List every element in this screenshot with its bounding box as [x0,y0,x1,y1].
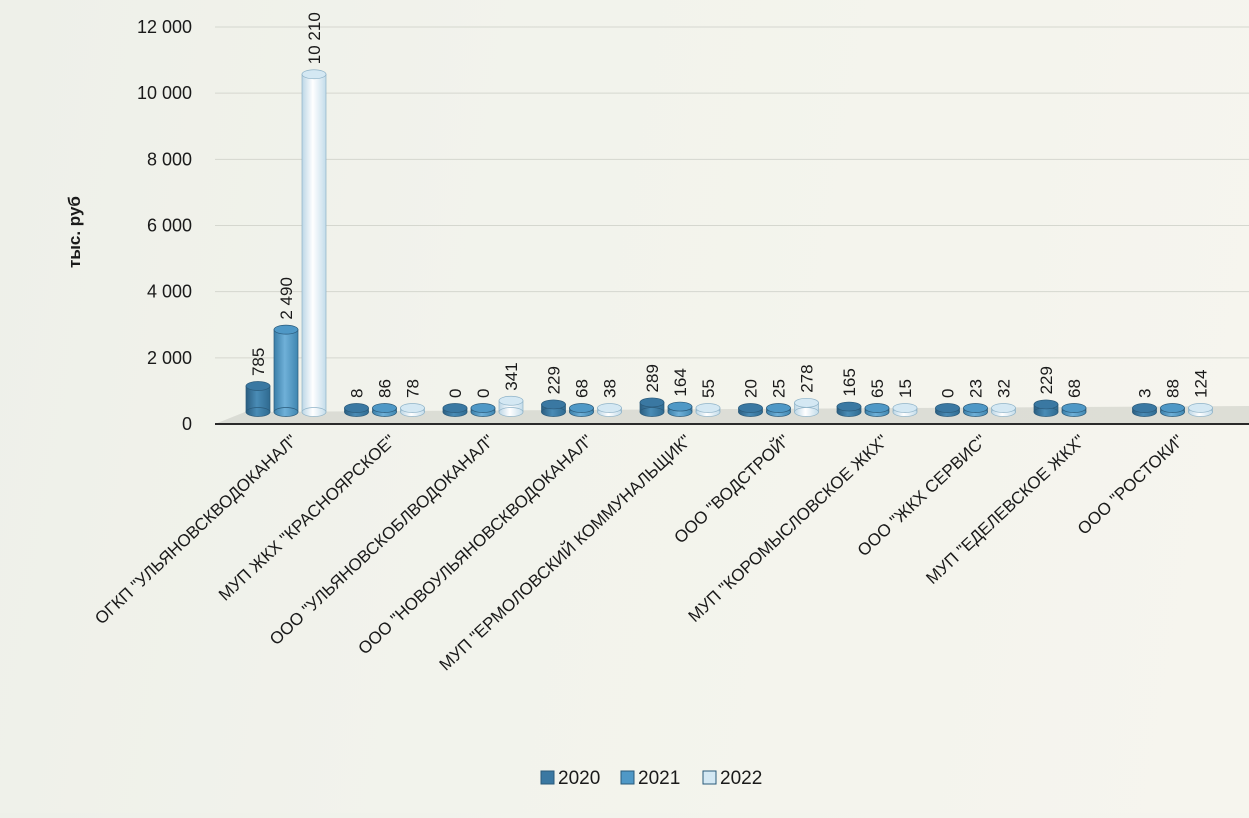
bar [1188,403,1213,417]
data-label: 15 [896,379,915,398]
category-label: МУП ЖКХ "КРАСНОЯРСКОЕ" [215,431,399,605]
data-label: 8 [348,389,367,398]
bar [1061,403,1087,417]
data-label: 165 [840,368,859,396]
bar [541,399,566,417]
bar [864,403,890,417]
bar [301,69,327,417]
data-label: 2 490 [277,277,296,320]
bar [738,403,763,417]
bars [245,69,1213,417]
bar [442,403,468,417]
data-label: 229 [545,366,564,394]
legend: 2020 2021 2022 [540,768,762,789]
y-tick-label: 12 000 [137,17,192,37]
gridlines [215,26,1249,359]
y-tick-label: 10 000 [137,83,192,103]
bar [963,403,988,417]
y-axis: 0 2 000 4 000 6 000 8 000 10 000 12 000 [137,17,192,434]
bar [991,403,1016,417]
data-label: 65 [868,379,887,398]
bar [273,324,299,417]
data-label: 20 [742,379,761,398]
y-axis-title: тыс. руб [65,196,84,268]
bar [569,403,594,417]
bar [935,403,960,417]
data-label: 3 [1136,389,1155,398]
legend-swatch [620,770,635,785]
y-tick-label: 0 [182,414,192,434]
data-label: 289 [643,364,662,392]
data-label: 23 [967,379,986,398]
y-tick-label: 6 000 [147,216,192,236]
bar [597,403,622,417]
data-label: 341 [502,362,521,390]
bar [667,401,693,417]
data-label: 10 210 [305,12,324,64]
bar [695,403,721,417]
bar [470,403,496,417]
data-label: 229 [1037,366,1056,394]
legend-entry: 2022 [720,768,762,789]
bar [766,403,791,417]
data-label: 78 [404,379,423,398]
category-label: ООО "УЛЬЯНОВСКОБЛВОДОКАНАЛ" [266,431,498,649]
category-label: МУП "ЕДЕЛЕВСКОЕ ЖКХ" [922,431,1088,588]
legend-entry: 2021 [638,768,680,789]
bar [836,401,862,417]
data-label: 785 [249,348,268,376]
chart-floor [215,406,1249,425]
bar [892,403,918,417]
legend-swatch [702,770,717,785]
data-label: 32 [995,379,1014,398]
legend-entry: 2020 [558,768,600,789]
bar [344,403,369,417]
data-label: 68 [573,379,592,398]
bar [245,381,271,417]
bar [794,397,819,417]
data-label: 86 [376,379,395,398]
data-label: 88 [1164,379,1183,398]
bar [1033,399,1059,417]
bar [498,395,524,417]
data-label: 68 [1065,379,1084,398]
category-label: ООО "РОСТОКИ" [1074,431,1187,539]
data-label: 25 [770,379,789,398]
y-tick-label: 8 000 [147,149,192,169]
data-label: 0 [939,389,958,398]
data-label: 164 [671,368,690,396]
bar [1132,403,1157,417]
category-label: ОГКП "УЛЬЯНОВСКВОДОКАНАЛ" [91,431,300,628]
y-tick-label: 2 000 [147,348,192,368]
data-label: 0 [474,389,493,398]
x-axis-labels: ОГКП "УЛЬЯНОВСКВОДОКАНАЛ"МУП ЖКХ "КРАСНО… [91,431,1187,674]
bar [400,403,425,417]
y-tick-label: 4 000 [147,282,192,302]
data-label: 278 [798,364,817,392]
legend-swatch [540,770,555,785]
bar [639,397,665,417]
data-label: 0 [446,389,465,398]
bar [372,403,397,417]
category-label: МУП "КОРОМЫСЛОВСКОЕ ЖКХ" [685,431,892,626]
floor-plane [215,406,1249,424]
data-label: 38 [601,379,620,398]
data-label: 124 [1192,370,1211,398]
data-label: 55 [699,379,718,398]
bar [1160,403,1185,417]
